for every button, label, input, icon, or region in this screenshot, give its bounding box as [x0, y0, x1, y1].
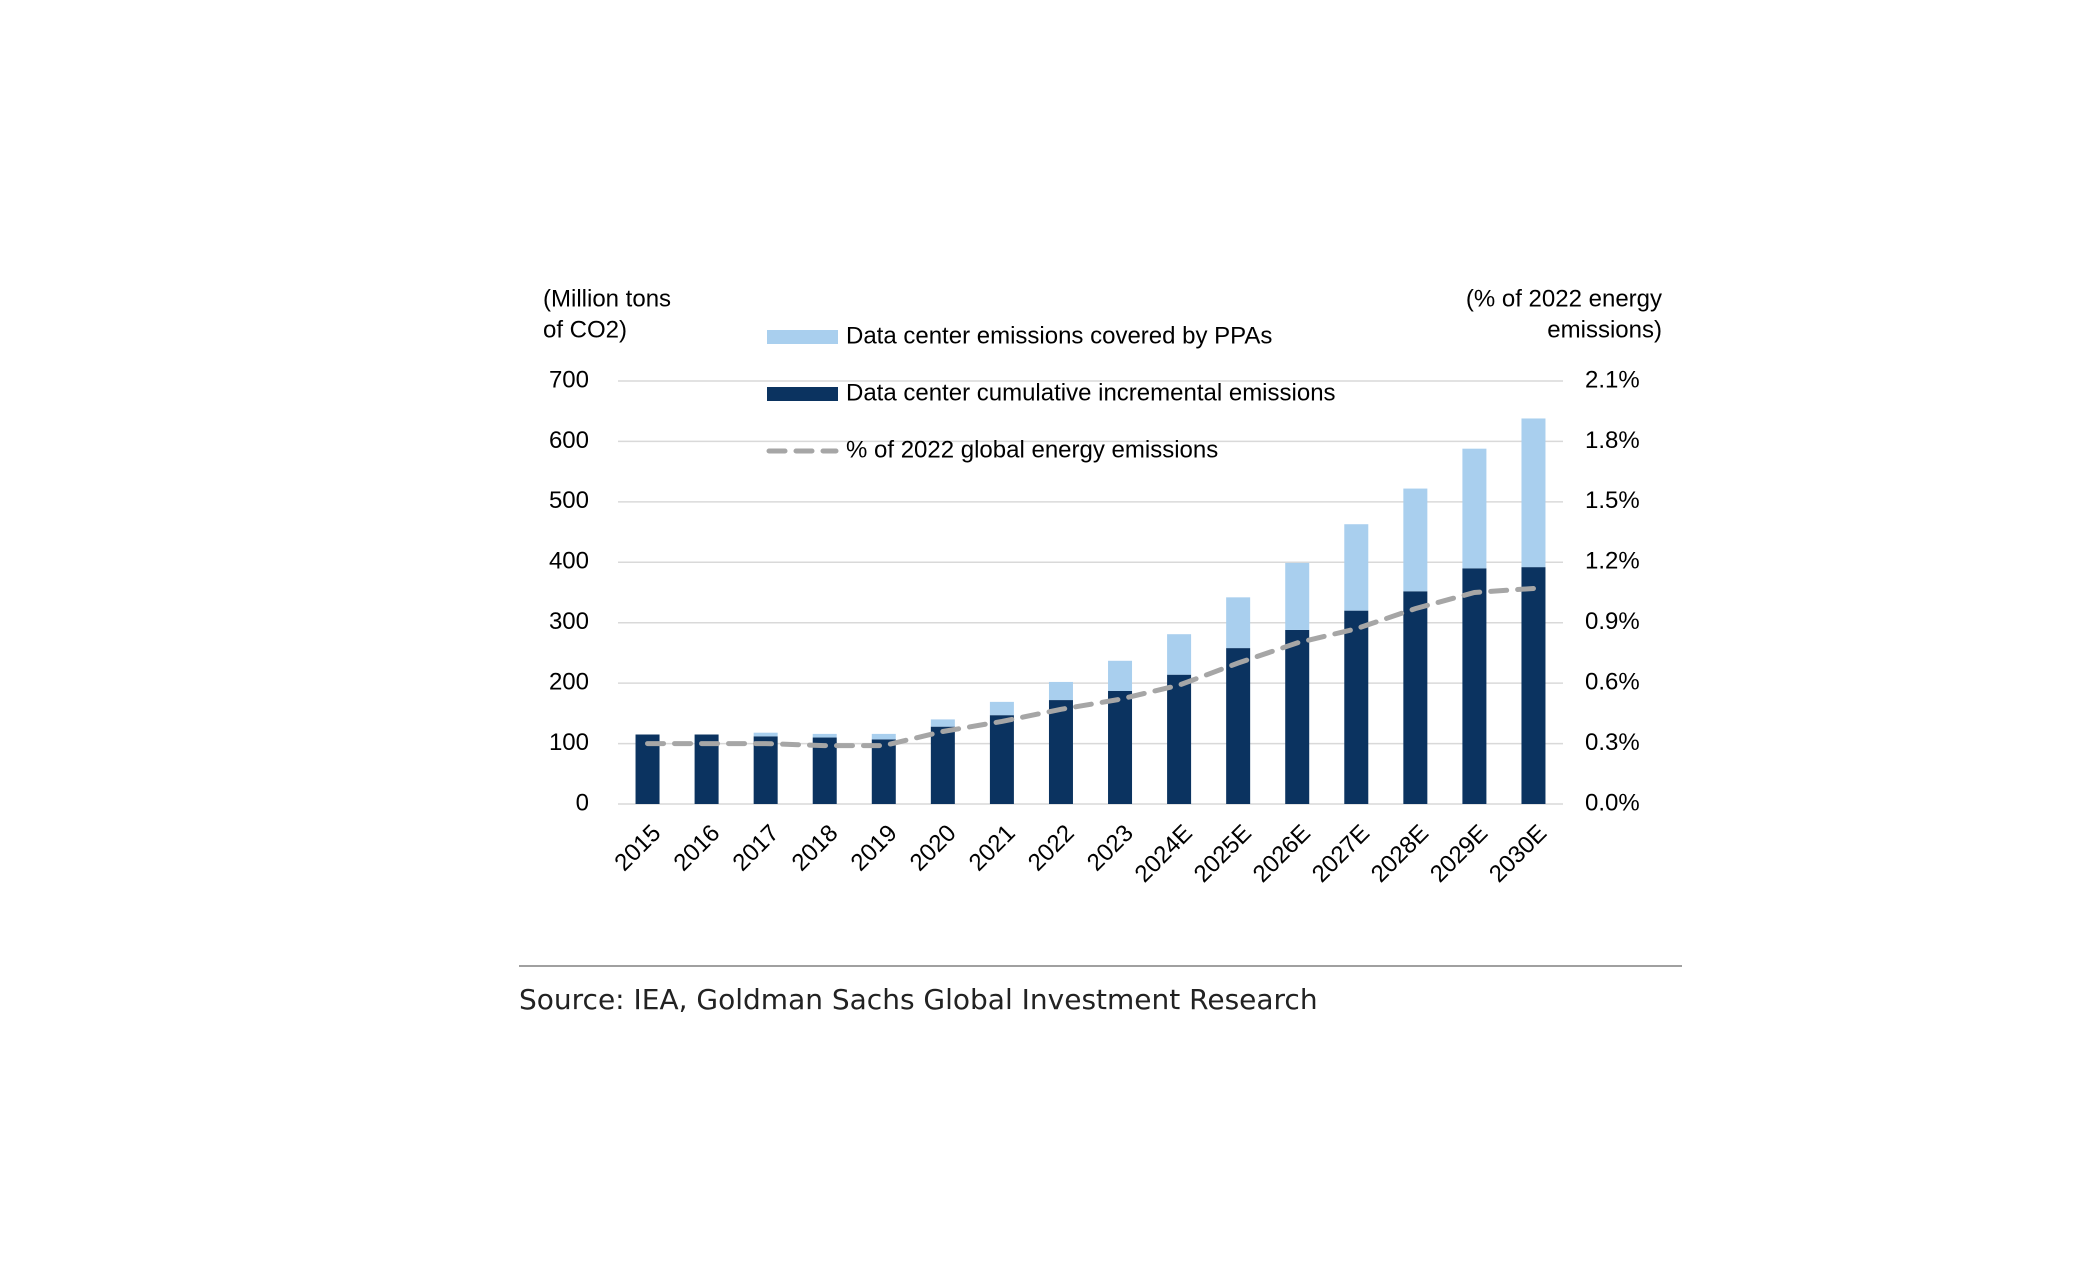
x-tick-label: 2015 [609, 820, 666, 877]
bar-segment [753, 736, 778, 804]
bar-segment [1167, 634, 1192, 675]
y2-tick-label: 0.6% [1585, 668, 1640, 695]
y2-tick-label: 1.5% [1585, 487, 1640, 514]
bar-segment [1403, 591, 1428, 804]
bar-segment [753, 732, 778, 737]
x-tick-label: 2016 [668, 820, 725, 877]
bar-segment [989, 715, 1014, 804]
x-tick-label: 2019 [846, 820, 903, 877]
x-tick-label: 2030E [1484, 820, 1552, 888]
bar-segment [871, 739, 896, 804]
x-tick-label: 2024E [1130, 820, 1198, 888]
y-axis-title: (Million tons [543, 285, 671, 312]
bar-segment [989, 701, 1014, 716]
y-tick-label: 500 [549, 487, 589, 514]
y2-tick-label: 0.0% [1585, 789, 1640, 816]
y2-axis-title: (% of 2022 energy [1466, 285, 1662, 312]
bar-segment [1285, 629, 1310, 804]
x-tick-label: 2021 [964, 820, 1021, 877]
bar-segment [1521, 418, 1546, 568]
y-tick-label: 300 [549, 608, 589, 635]
y2-tick-label: 1.8% [1585, 427, 1640, 454]
source: Source: IEA, Goldman Sachs Global Invest… [519, 983, 1318, 1016]
bar-segment [1462, 448, 1487, 569]
y2-tick-label: 2.1% [1585, 366, 1640, 393]
legend-swatch [767, 387, 838, 401]
y-tick-label: 0 [576, 789, 589, 816]
bar-segment [1462, 568, 1487, 804]
y2-axis-title: emissions) [1547, 316, 1662, 343]
y2-tick-label: 0.9% [1585, 608, 1640, 635]
bar-segment [1403, 488, 1428, 592]
bar-segment [1521, 567, 1546, 804]
bar-segment [812, 737, 837, 804]
bar-segment [1344, 610, 1369, 804]
y-axis-title: of CO2) [543, 316, 627, 343]
y-tick-label: 100 [549, 729, 589, 756]
bar-segment [812, 733, 837, 738]
legend-label: % of 2022 global energy emissions [846, 436, 1218, 463]
y2-tick-label: 1.2% [1585, 548, 1640, 575]
bar-segment [1048, 681, 1073, 701]
bar-segment [635, 734, 660, 804]
x-tick-label: 2022 [1023, 820, 1080, 877]
y2-tick-label: 0.3% [1585, 729, 1640, 756]
line-series [645, 585, 1536, 749]
bar-segment [1285, 562, 1310, 630]
x-tick-label: 2026E [1248, 820, 1316, 888]
x-tick-label: 2027E [1307, 820, 1375, 888]
bar-segment [930, 719, 955, 727]
legend-label: Data center emissions covered by PPAs [846, 322, 1272, 349]
bar-segment [1048, 700, 1073, 804]
bar-segment [1226, 597, 1251, 649]
bar-segment [930, 726, 955, 804]
x-tick-label: 2017 [728, 820, 785, 877]
x-tick-label: 2029E [1425, 820, 1493, 888]
y-tick-label: 400 [549, 548, 589, 575]
bar-segment [694, 734, 719, 804]
bar-segment [1167, 674, 1192, 804]
bar-segment [1108, 690, 1133, 804]
x-tick-label: 2025E [1189, 820, 1257, 888]
x-tick-label: 2018 [787, 820, 844, 877]
bar-segment [1344, 524, 1369, 611]
bar-segment [871, 733, 896, 740]
bar-segment [1108, 660, 1133, 691]
y-tick-label: 600 [549, 427, 589, 454]
y-tick-label: 700 [549, 366, 589, 393]
x-tick-label: 2020 [905, 820, 962, 877]
x-tick-label: 2028E [1366, 820, 1434, 888]
y-tick-label: 200 [549, 668, 589, 695]
legend-label: Data center cumulative incremental emiss… [846, 379, 1336, 406]
bar-segment [1226, 648, 1251, 804]
legend-swatch [767, 330, 838, 344]
